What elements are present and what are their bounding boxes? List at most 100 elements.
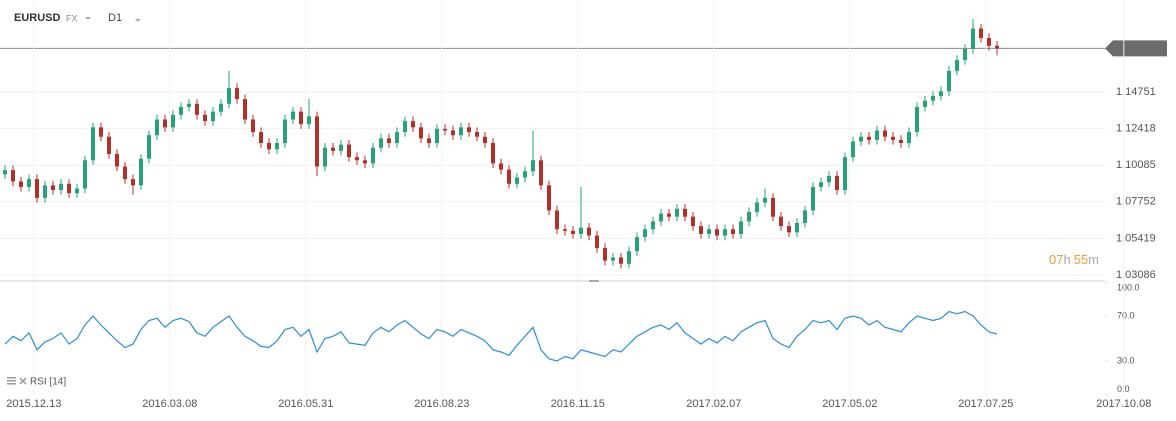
candle-body xyxy=(403,121,407,133)
candle-body xyxy=(667,213,671,217)
candle-body xyxy=(771,197,775,217)
candle-body xyxy=(19,181,23,187)
candle-body xyxy=(51,185,55,191)
candle-body xyxy=(195,103,199,115)
candle-body xyxy=(963,48,967,60)
x-tick-label: 2016.03.08 xyxy=(142,398,197,410)
candle-body xyxy=(419,127,423,139)
candle-body xyxy=(843,157,847,191)
candle-body xyxy=(995,45,999,49)
dropdown-arrow[interactable] xyxy=(135,19,141,22)
candle-body xyxy=(555,210,559,230)
candle-body xyxy=(731,229,735,234)
candle-body xyxy=(763,197,767,203)
candle-body xyxy=(691,216,695,227)
candle-body xyxy=(107,136,111,154)
countdown-hours: 07 xyxy=(1049,252,1063,267)
countdown-unit: m xyxy=(1088,252,1099,267)
candle-body xyxy=(219,103,223,112)
candle-body xyxy=(531,160,535,172)
market: FX xyxy=(66,13,78,23)
candle-body xyxy=(795,222,799,233)
indicator-controls[interactable] xyxy=(7,377,27,385)
candle-body xyxy=(723,229,727,236)
candle-body xyxy=(315,116,319,167)
candle-body xyxy=(275,143,279,150)
candle-body xyxy=(355,157,359,161)
candle-body xyxy=(387,138,391,144)
candle-body xyxy=(819,182,823,187)
candle-body xyxy=(947,70,951,92)
x-tick-label: 2016.05.31 xyxy=(278,398,333,410)
y-tick-label: 100.0 xyxy=(1117,283,1140,293)
candle-body xyxy=(259,132,263,144)
candle-body xyxy=(307,116,311,125)
candle-body xyxy=(323,147,327,167)
candle-body xyxy=(11,170,15,182)
candle-body xyxy=(611,257,615,261)
candle-body xyxy=(27,179,31,187)
candle-body xyxy=(595,235,599,249)
candle-body xyxy=(251,119,255,133)
candle-body xyxy=(67,183,71,194)
candle-body xyxy=(859,136,863,142)
candle-body xyxy=(379,138,383,148)
candle-body xyxy=(115,153,119,167)
interval[interactable]: D1 xyxy=(108,12,122,24)
candle-body xyxy=(811,186,815,211)
y-tick-label: 1.03086 xyxy=(1116,269,1156,281)
candle-body xyxy=(619,257,623,264)
candle-body xyxy=(363,160,367,164)
candle-body xyxy=(635,237,639,252)
candle-body xyxy=(563,229,567,231)
candle-body xyxy=(739,221,743,234)
candle-body xyxy=(235,88,239,100)
candle-body xyxy=(651,221,655,230)
candle-body xyxy=(467,127,471,133)
candle-body xyxy=(907,132,911,144)
candle-body xyxy=(171,114,175,128)
dropdown-arrow[interactable] xyxy=(85,17,91,20)
plot-layer xyxy=(0,0,1125,396)
candle-body xyxy=(971,28,975,49)
candle-body xyxy=(43,185,47,198)
countdown-minutes: 55 xyxy=(1074,252,1088,267)
candle-body xyxy=(915,106,919,133)
candle-body xyxy=(979,28,983,38)
y-tick-label: 70.0 xyxy=(1117,310,1135,320)
candle-body xyxy=(683,208,687,217)
y-tick-label: 1.10085 xyxy=(1116,159,1156,171)
candle-body xyxy=(187,103,191,107)
x-tick-label: 2017.10.08 xyxy=(1096,398,1151,410)
candle-body xyxy=(707,229,711,234)
symbol[interactable]: EURUSD xyxy=(14,12,61,24)
candle-body xyxy=(835,175,839,191)
candle-body xyxy=(891,136,895,140)
countdown-unit: h xyxy=(1063,252,1070,267)
candle-body xyxy=(867,136,871,140)
candle-body xyxy=(747,212,751,222)
candle-body xyxy=(547,185,551,211)
candle-body xyxy=(803,210,807,223)
candle-body xyxy=(227,88,231,104)
candle-body xyxy=(883,130,887,137)
candle-body xyxy=(955,59,959,71)
candle-body xyxy=(851,141,855,158)
y-tick-label: 30.0 xyxy=(1117,355,1135,365)
candle-body xyxy=(787,226,791,233)
resize-handle[interactable] xyxy=(589,280,599,282)
candle-body xyxy=(347,144,351,158)
candle-body xyxy=(203,114,207,122)
candle-body xyxy=(331,147,335,151)
x-tick-label: 2016.08.23 xyxy=(414,398,469,410)
last-price-tag xyxy=(1105,40,1167,57)
candle-body xyxy=(443,128,447,131)
candle-body xyxy=(59,183,63,191)
candle-body xyxy=(75,188,79,194)
x-tick-label: 2017.07.25 xyxy=(958,398,1013,410)
candle-body xyxy=(283,119,287,144)
candle-body xyxy=(755,202,759,213)
candle-body xyxy=(923,100,927,107)
candle-body xyxy=(3,170,7,175)
candle-body xyxy=(299,111,303,125)
